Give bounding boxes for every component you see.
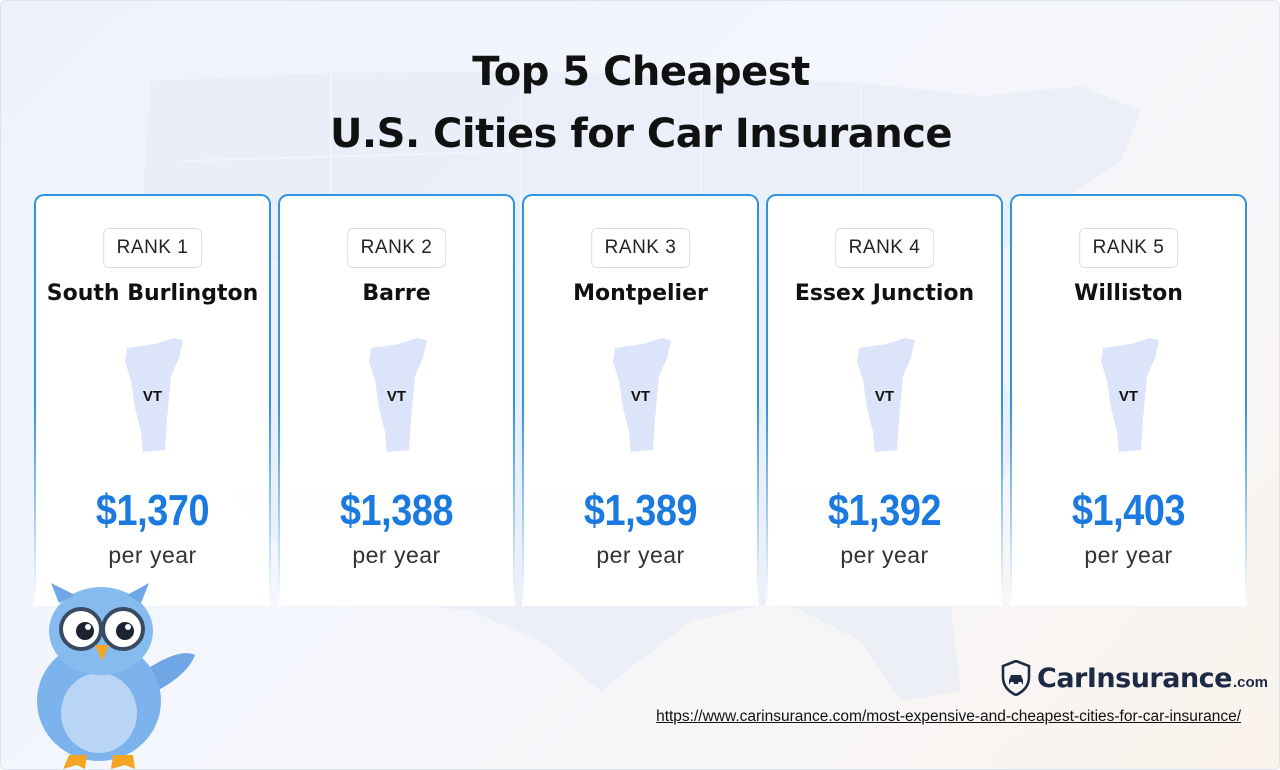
state-label: VT [1118, 388, 1139, 405]
brand-tld: .com [1232, 673, 1268, 691]
vermont-shape-icon [612, 338, 671, 452]
city-card: RANK 2 Barre VT $1,388 per year [278, 194, 515, 606]
price-period: per year [352, 542, 441, 568]
city-cards: RANK 1 South Burlington VT $1,370 per ye… [34, 194, 1247, 606]
state-label: VT [386, 388, 407, 405]
state-label: VT [874, 388, 895, 405]
brand-logo: CarInsurance .com [1001, 658, 1268, 698]
city-name: Essex Junction [794, 281, 975, 306]
city-name: Williston [1074, 281, 1183, 306]
owl-mascot-icon [37, 583, 195, 769]
rank-badge: RANK 4 [834, 228, 935, 268]
title-line-2: U.S. Cities for Car Insurance [329, 111, 953, 157]
rank-badge: RANK 3 [590, 228, 691, 268]
price-period: per year [596, 542, 685, 568]
city-name: Barre [362, 281, 431, 306]
annual-price: $1,370 [95, 486, 210, 535]
annual-price: $1,403 [1071, 486, 1186, 535]
page-title: Top 5 Cheapest U.S. Cities for Car Insur… [1, 41, 1279, 165]
rank-badge: RANK 1 [102, 228, 203, 268]
vermont-shape-icon [124, 338, 183, 452]
price-period: per year [1084, 542, 1173, 568]
city-name: Montpelier [573, 281, 708, 306]
state-label: VT [630, 388, 651, 405]
brand-name: CarInsurance [1037, 662, 1232, 694]
city-card: RANK 4 Essex Junction VT $1,392 per year [766, 194, 1003, 606]
vermont-shape-icon [856, 338, 915, 452]
source-link[interactable]: https://www.carinsurance.com/most-expens… [656, 708, 1241, 725]
price-period: per year [840, 542, 929, 568]
annual-price: $1,388 [339, 486, 454, 535]
city-card: RANK 5 Williston VT $1,403 per year [1010, 194, 1247, 606]
vermont-shape-icon [368, 338, 427, 452]
annual-price: $1,392 [827, 486, 942, 535]
title-line-1: Top 5 Cheapest [472, 49, 810, 95]
city-card: RANK 1 South Burlington VT $1,370 per ye… [34, 194, 271, 606]
annual-price: $1,389 [583, 486, 698, 535]
city-card: RANK 3 Montpelier VT $1,389 per year [522, 194, 759, 606]
shield-car-icon [1001, 660, 1031, 696]
city-name: South Burlington [46, 281, 259, 306]
rank-badge: RANK 5 [1078, 228, 1179, 268]
price-period: per year [108, 542, 197, 568]
rank-badge: RANK 2 [346, 228, 447, 268]
state-label: VT [142, 388, 163, 405]
vermont-shape-icon [1100, 338, 1159, 452]
